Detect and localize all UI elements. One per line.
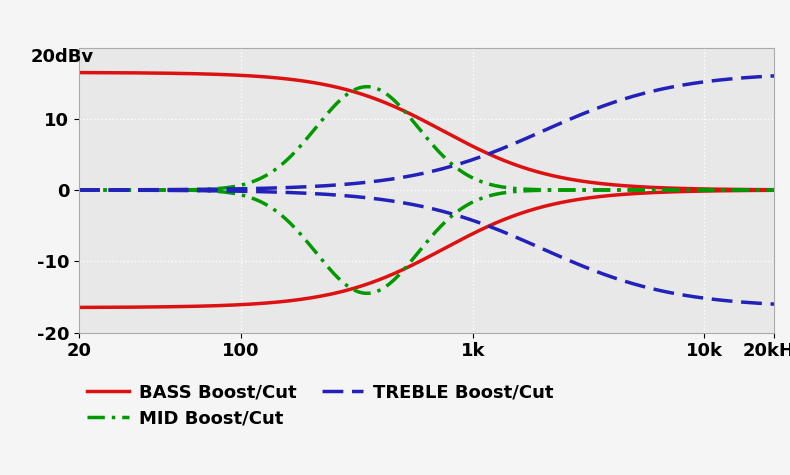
Text: 20dBv: 20dBv xyxy=(30,48,93,66)
Legend: BASS Boost/Cut, MID Boost/Cut, TREBLE Boost/Cut: BASS Boost/Cut, MID Boost/Cut, TREBLE Bo… xyxy=(88,384,554,428)
